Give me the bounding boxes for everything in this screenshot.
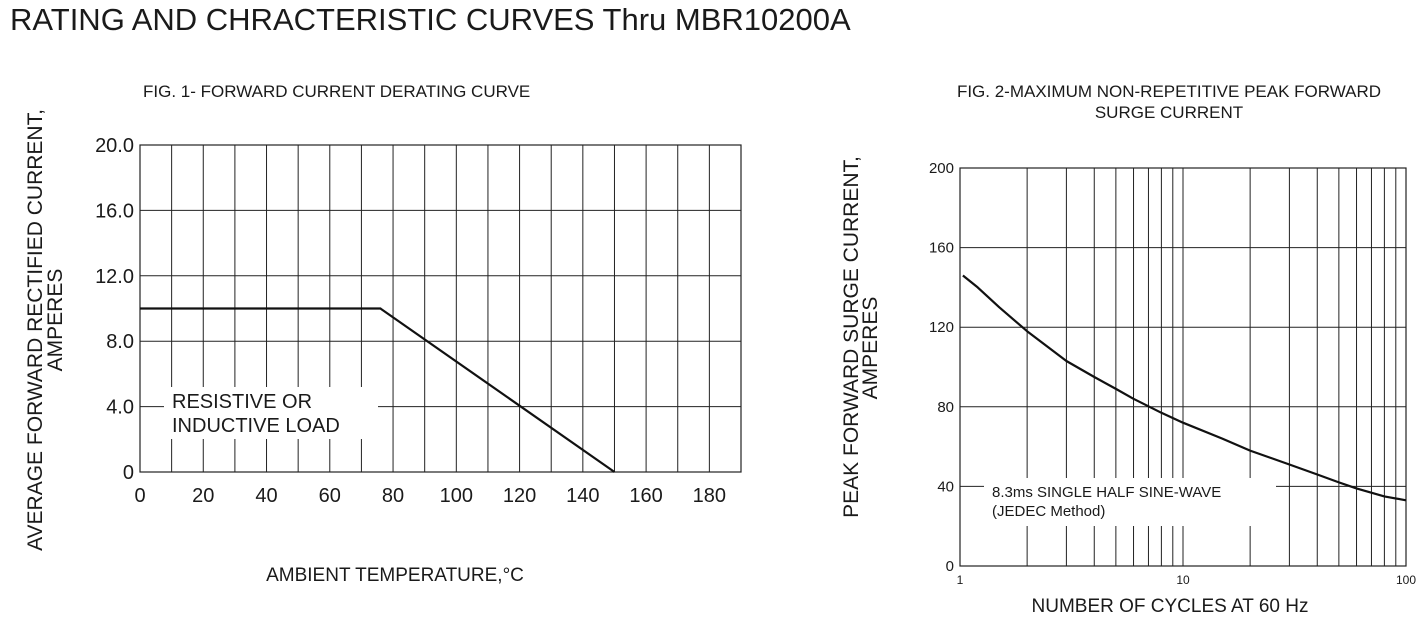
fig2-xlabel: NUMBER OF CYCLES AT 60 Hz — [1032, 596, 1309, 617]
fig1-annotation-bg — [164, 387, 378, 439]
fig2-ylabel-line1: PEAK FORWARD SURGE CURRENT, — [840, 156, 863, 518]
fig1-xtick-label: 100 — [440, 485, 473, 507]
fig2-xtick-label: 100 — [1396, 573, 1416, 587]
fig1-ylabel-line2: AMPERES — [44, 269, 67, 372]
fig2-ytick-label: 0 — [946, 558, 954, 575]
fig1-xtick-label: 60 — [319, 485, 341, 507]
page-title: RATING AND CHRACTERISTIC CURVES Thru MBR… — [10, 2, 851, 37]
fig1-xtick-label: 160 — [629, 485, 662, 507]
fig1-ytick-label: 12.0 — [95, 266, 134, 288]
fig2-annotation-text: (JEDEC Method) — [992, 503, 1105, 520]
fig1-annotation-text: INDUCTIVE LOAD — [172, 415, 340, 437]
fig2-annotation-bg — [984, 478, 1276, 526]
fig2-ytick-label: 40 — [937, 478, 954, 495]
fig1-ytick-label: 16.0 — [95, 200, 134, 222]
fig2-ytick-label: 120 — [929, 319, 954, 336]
fig2-ytick-label: 160 — [929, 240, 954, 257]
fig1-ytick-label: 8.0 — [106, 331, 134, 353]
fig2-title-line1: FIG. 2-MAXIMUM NON-REPETITIVE PEAK FORWA… — [957, 82, 1381, 101]
fig1-ytick-label: 0 — [123, 462, 134, 484]
fig2-frame — [959, 167, 1407, 567]
fig2-ylabel-line2: AMPERES — [859, 297, 882, 400]
fig2-plot: 0 40 80 120 160 200 1 10 100 8.3ms SINGLE HALF SI… — [929, 160, 1416, 587]
fig2-ytick-label: 200 — [929, 160, 954, 177]
fig1-xtick-label: 80 — [382, 485, 404, 507]
fig1-title: FIG. 1- FORWARD CURRENT DERATING CURVE — [143, 82, 530, 101]
fig1-plot: 0 4.0 8.0 12.0 16.0 20.0 0 20 40 60 80 100 120 140 160… — [95, 135, 742, 507]
fig1-xtick-label: 120 — [503, 485, 536, 507]
fig2-annotation-text: 8.3ms SINGLE HALF SINE-WAVE — [992, 484, 1221, 501]
fig1-xtick-label: 40 — [255, 485, 277, 507]
fig1-xlabel: AMBIENT TEMPERATURE,°C — [266, 565, 524, 586]
fig1-ytick-label: 20.0 — [95, 135, 134, 157]
fig1-xtick-label: 140 — [566, 485, 599, 507]
fig2-xtick-label: 1 — [957, 573, 964, 587]
fig1-ylabel-line1: AVERAGE FORWARD RECTIFIED CURRENT, — [24, 109, 47, 551]
fig2-ytick-label: 80 — [937, 399, 954, 416]
fig1-xtick-label: 180 — [693, 485, 726, 507]
fig1-xtick-label: 0 — [134, 485, 145, 507]
fig2-title-line2: SURGE CURRENT — [1095, 103, 1243, 122]
fig2-xtick-label: 10 — [1176, 573, 1190, 587]
fig1-annotation-text: RESISTIVE OR — [172, 391, 312, 413]
fig1-xtick-label: 20 — [192, 485, 214, 507]
fig2-series-line — [962, 274, 1407, 502]
fig1-ytick-label: 4.0 — [106, 397, 134, 419]
fig1-series-line — [140, 307, 616, 473]
